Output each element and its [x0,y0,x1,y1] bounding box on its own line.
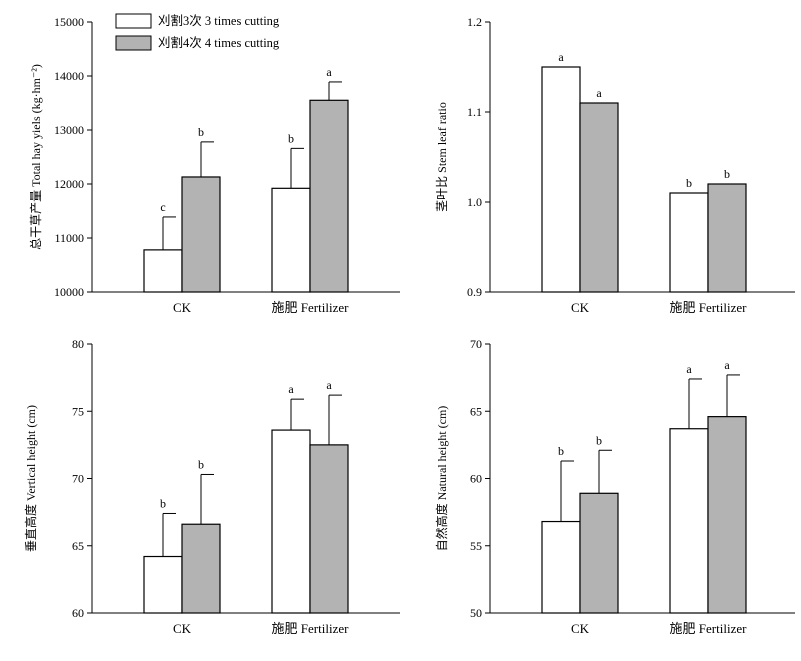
bar [669,192,709,293]
bar [143,249,183,293]
significance-label: a [686,362,692,376]
x-tick-label: 施肥 Fertilizer [272,621,350,636]
bar [707,183,747,293]
legend-swatch [115,13,152,29]
y-tick-label: 15000 [54,15,84,29]
legend-label: 刈割3次 3 times cutting [158,13,280,28]
y-tick-label: 1.0 [467,195,482,209]
bar [181,523,221,614]
y-tick-label: 55 [470,539,482,553]
y-tick-label: 70 [470,337,482,351]
significance-label: b [198,457,204,471]
bar [579,102,619,293]
x-tick-label: CK [173,300,192,315]
significance-label: a [596,86,602,100]
significance-label: b [288,131,294,145]
x-tick-label: 施肥 Fertilizer [272,300,350,315]
significance-label: b [558,444,564,458]
y-tick-label: 65 [72,539,84,553]
legend-swatch [115,35,152,51]
chart-panel-1: 10000 11000 12000 13000 14000 15000 总干草产量 Tota… [29,15,400,315]
significance-label: a [326,378,332,392]
bar [181,176,221,293]
y-tick-label: 13000 [54,123,84,137]
significance-label: a [326,65,332,79]
bar [541,66,581,293]
y-tick-label: 1.1 [467,105,482,119]
y-axis-label: 垂直高度 Vertical height (cm) [23,405,38,552]
significance-label: b [198,125,204,139]
bar [143,555,183,614]
bar [271,187,311,293]
bar [579,492,619,614]
y-tick-label: 80 [72,337,84,351]
x-tick-label: 施肥 Fertilizer [670,621,748,636]
significance-label: b [724,167,730,181]
y-tick-label: 14000 [54,69,84,83]
bar [707,416,747,614]
chart-panel-2: 0.9 1.0 1.1 1.2 茎叶比 Stem leaf ratio a b a b CK 施肥 … [435,15,795,315]
x-tick-label: 施肥 Fertilizer [670,300,748,315]
y-tick-label: 1.2 [467,15,482,29]
significance-label: b [686,176,692,190]
y-tick-label: 10000 [54,285,84,299]
significance-label: a [724,358,730,372]
legend-label: 刈割4次 4 times cutting [158,35,280,50]
y-tick-label: 12000 [54,177,84,191]
y-axis-label: 自然高度 Natural height (cm) [434,406,449,552]
significance-label: b [160,496,166,510]
y-tick-label: 70 [72,472,84,486]
chart-panel-3: 60 65 70 75 80 垂直高度 Vertical height (cm) b a b a C… [23,337,400,636]
legend: 刈割3次 3 times cutting 刈割4次 4 times cutting [115,13,280,51]
y-tick-label: 65 [470,404,482,418]
y-tick-label: 11000 [54,231,84,245]
significance-label: c [160,200,165,214]
x-tick-label: CK [571,621,590,636]
bar [541,520,581,614]
significance-label: b [596,433,602,447]
y-tick-label: 60 [470,472,482,486]
x-tick-label: CK [173,621,192,636]
bar [669,428,709,614]
y-tick-label: 75 [72,404,84,418]
y-tick-label: 50 [470,606,482,620]
x-tick-label: CK [571,300,590,315]
significance-label: a [558,50,564,64]
chart-panel-4: 50 55 60 65 70 自然高度 Natural height (cm) b a b a CK… [434,337,795,636]
significance-label: a [288,382,294,396]
bar [309,444,349,614]
y-axis-label: 茎叶比 Stem leaf ratio [435,102,449,212]
y-axis-label: 总干草产量 Total hay yiels (kg·hm⁻²) [29,64,43,250]
bar [271,429,311,614]
y-tick-label: 60 [72,606,84,620]
y-tick-label: 0.9 [467,285,482,299]
bar [309,99,349,293]
